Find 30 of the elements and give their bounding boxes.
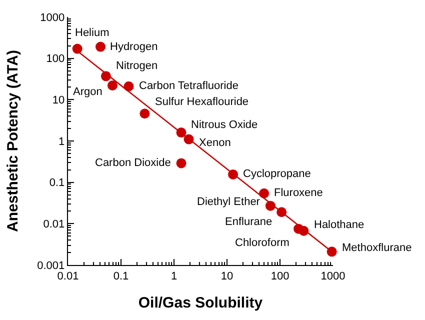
- annotation: Nitrogen: [116, 60, 158, 72]
- annotation: Cyclopropane: [243, 168, 311, 180]
- annotation: Sulfur Hexaflouride: [155, 96, 249, 108]
- x-axis-title: Oil/Gas Solubility: [138, 294, 264, 312]
- x-tick-label: 0.1: [113, 270, 129, 282]
- x-tick-label: 1: [170, 270, 178, 282]
- annotation: Chloroform: [235, 237, 290, 249]
- annotation: Carbon Dioxide: [95, 157, 171, 169]
- annotation: Fluroxene: [274, 187, 323, 199]
- annotation: Nitrous Oxide: [191, 119, 258, 131]
- annotation: Diethyl Ether: [197, 196, 260, 208]
- x-tick-label: 100: [270, 270, 290, 282]
- x-tick-label: 1000: [320, 270, 346, 282]
- y-tick-label: 1: [58, 136, 65, 148]
- x-tick-label: 10: [220, 270, 234, 282]
- annotation: Hydrogen: [110, 41, 158, 53]
- y-tick-label: 0.1: [49, 177, 65, 190]
- annotation: Methoxflurane: [342, 242, 412, 254]
- annotation: Carbon Tetrafluoride: [139, 80, 238, 92]
- annotation: Xenon: [199, 137, 231, 149]
- annotation: Enflurane: [225, 216, 272, 228]
- y-tick-label: 0.01: [43, 218, 65, 231]
- annotation: Argon: [73, 86, 102, 98]
- annotation: Halothane: [314, 219, 364, 231]
- y-tick-label: 1000: [40, 12, 65, 24]
- y-axis-title: Anesthetic Potency (ATA): [4, 50, 22, 232]
- y-tick-label: 100: [46, 53, 65, 66]
- y-tick-label: 0.001: [37, 260, 65, 272]
- y-tick-label: 10: [52, 94, 65, 107]
- annotation: Helium: [75, 27, 110, 39]
